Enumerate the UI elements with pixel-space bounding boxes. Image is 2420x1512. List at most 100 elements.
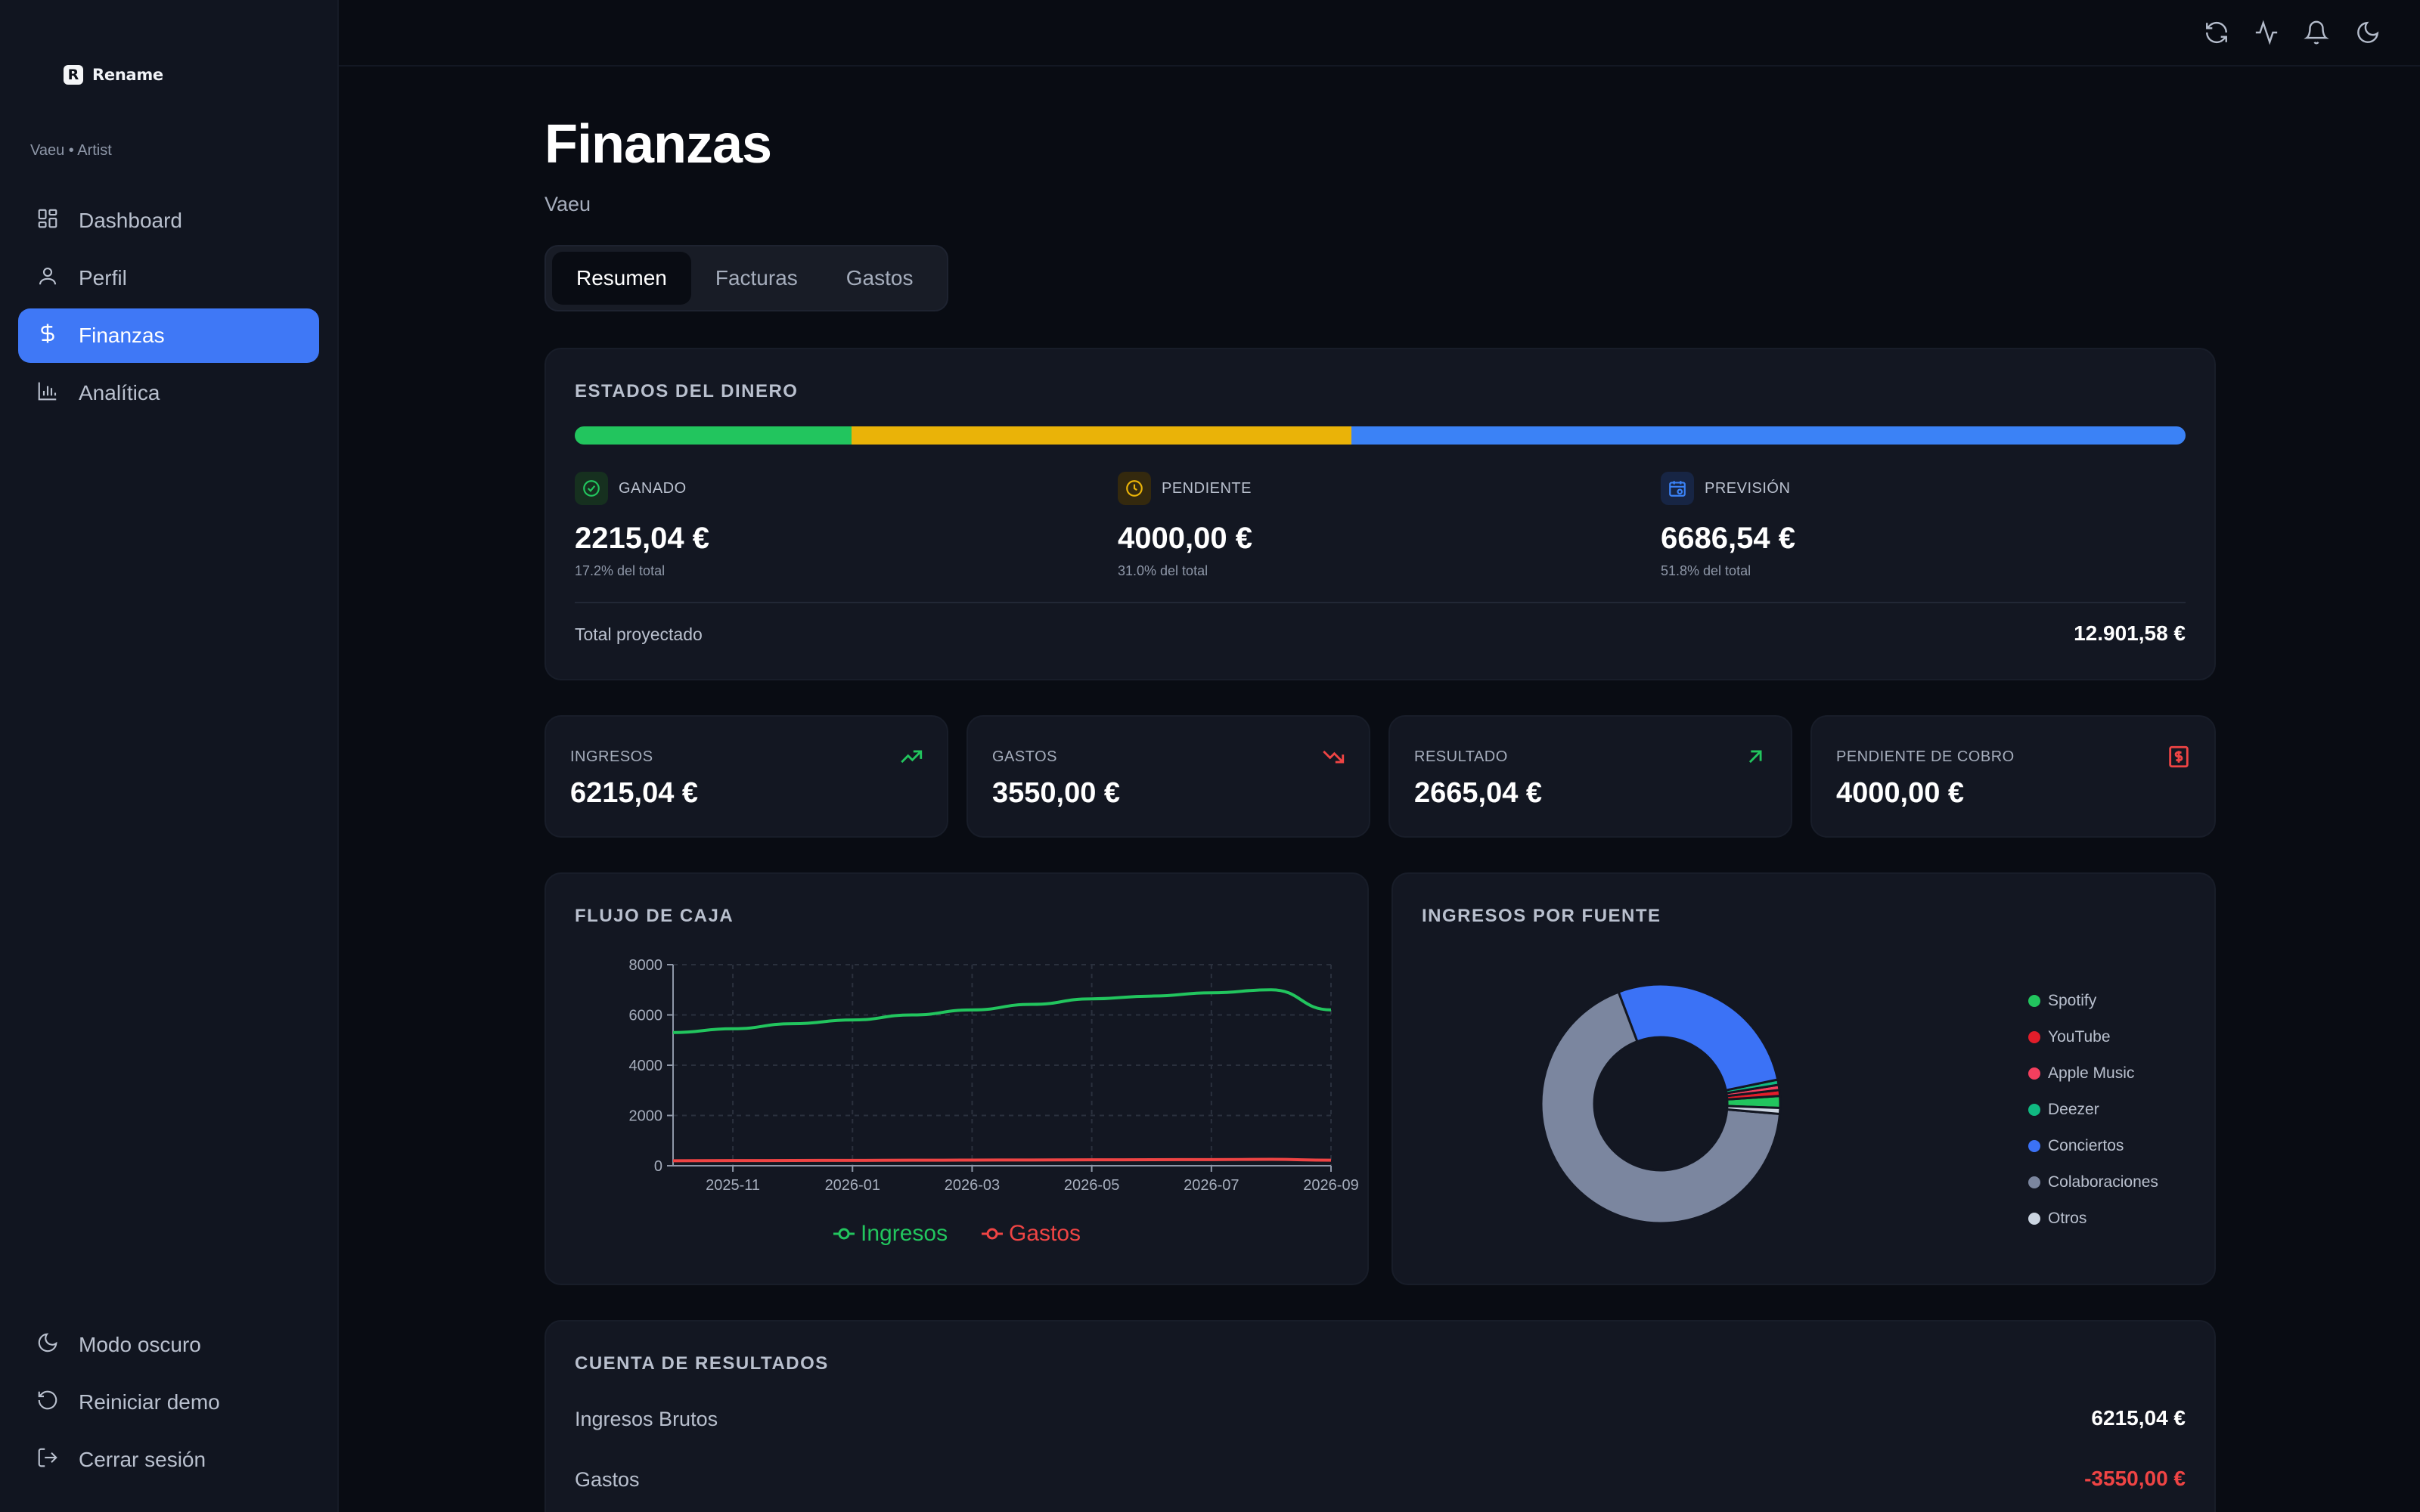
results-row-label: Gastos (575, 1468, 640, 1491)
state-share: 17.2% del total (575, 563, 666, 578)
reset-demo-button[interactable]: Reiniciar demo (18, 1375, 319, 1430)
legend-label: Otros (2048, 1210, 2087, 1227)
cashflow-card: FLUJO DE CAJA 0 2000 4000 6000 8000 2025-11 20… (544, 872, 1369, 1285)
legend-label: Spotify (2048, 992, 2097, 1009)
donut-slice-colaboraciones (1540, 990, 1782, 1225)
money-states-card: ESTADOS DEL DINERO GANADO 2215,04 € 17.2… (544, 348, 2216, 680)
card-title: INGRESOS POR FUENTE (1422, 906, 1661, 926)
activity-icon[interactable] (2254, 20, 2279, 45)
metric-label: PENDIENTE DE COBRO (1836, 748, 2015, 765)
dollar-icon (36, 322, 59, 350)
x-tick-label: 2025-11 (706, 1177, 760, 1194)
calendar-icon (1661, 472, 1694, 505)
x-tick-label: 2026-07 (1184, 1177, 1239, 1194)
app-logo[interactable]: R Rename (64, 65, 163, 85)
state-share: 31.0% del total (1118, 563, 1208, 578)
moon-icon (36, 1331, 59, 1359)
legend-item: Otros (2028, 1201, 2158, 1237)
legend-label: Gastos (1009, 1221, 1081, 1246)
bar-chart-icon (36, 380, 59, 407)
divider (575, 602, 2186, 603)
x-tick-label: 2026-03 (945, 1177, 1000, 1194)
dashboard-icon (36, 207, 59, 235)
sidebar-item-label: Finanzas (79, 324, 165, 347)
sidebar: R Rename Vaeu • Artist Dashboard Perfil … (0, 0, 339, 1512)
legend-label: Colaboraciones (2048, 1173, 2158, 1191)
dark-mode-label: Modo oscuro (79, 1333, 201, 1356)
user-role-label: Vaeu • Artist (30, 142, 112, 159)
sidebar-item-label: Dashboard (79, 209, 182, 232)
donut-slice-conciertos (1617, 983, 1779, 1092)
results-row-label: Ingresos Brutos (575, 1408, 718, 1430)
card-title: ESTADOS DEL DINERO (575, 381, 799, 401)
state-label: PREVISIÓN (1705, 479, 1791, 497)
logout-button[interactable]: Cerrar sesión (18, 1433, 319, 1487)
metric-label: GASTOS (992, 748, 1057, 765)
state-value: 4000,00 € (1118, 522, 1252, 555)
legend-label: YouTube (2048, 1028, 2111, 1046)
legend-item: Apple Music (2028, 1055, 2158, 1092)
sidebar-item-dashboard[interactable]: Dashboard (18, 194, 319, 248)
sidebar-item-label: Perfil (79, 266, 127, 290)
sidebar-footer: Modo oscuro Reiniciar demo Cerrar sesión (18, 1318, 319, 1490)
receipt-icon (2166, 744, 2192, 770)
results-row-value: -3550,00 € (2084, 1467, 2186, 1490)
legend-dot (2028, 1176, 2040, 1188)
legend-dot (2028, 1104, 2040, 1116)
logo-text: Rename (92, 66, 163, 84)
total-projected-value: 12.901,58 € (2074, 621, 2186, 645)
refresh-icon[interactable] (2204, 20, 2229, 45)
clock-icon (1118, 472, 1151, 505)
legend-dot (2028, 995, 2040, 1007)
arrow-up-right-icon (1742, 744, 1768, 770)
sidebar-item-finanzas[interactable]: Finanzas (18, 308, 319, 363)
donut-slice-otros (1726, 1105, 1782, 1116)
results-row-value: 6215,04 € (2091, 1406, 2186, 1430)
metric-card-ingresos: INGRESOS 6215,04 € (544, 715, 948, 838)
legend-marker (838, 1228, 850, 1240)
y-tick-label: 2000 (629, 1108, 663, 1125)
state-prevision: PREVISIÓN 6686,54 € 51.8% del total (1661, 472, 1795, 579)
cashflow-chart: 0 2000 4000 6000 8000 2025-11 2026-01 2026-03 20… (629, 957, 1359, 1246)
legend-dot (2028, 1213, 2040, 1225)
metric-value: 3550,00 € (992, 777, 1121, 809)
page-subtitle: Vaeu (544, 193, 591, 215)
legend-label: Conciertos (2048, 1137, 2124, 1154)
tab-gastos[interactable]: Gastos (845, 266, 914, 290)
results-card: CUENTA DE RESULTADOS Ingresos Brutos 621… (544, 1320, 2216, 1512)
dark-mode-button[interactable]: Modo oscuro (18, 1318, 319, 1372)
y-tick-label: 0 (654, 1158, 662, 1175)
card-title: FLUJO DE CAJA (575, 906, 734, 926)
metric-label: RESULTADO (1414, 748, 1508, 765)
legend-dot (2028, 1031, 2040, 1043)
x-tick-label: 2026-05 (1064, 1177, 1119, 1194)
bell-icon[interactable] (2304, 20, 2329, 45)
state-pendiente: PENDIENTE 4000,00 € 31.0% del total (1118, 472, 1252, 579)
sidebar-item-perfil[interactable]: Perfil (18, 251, 319, 305)
page-title: Finanzas (544, 114, 772, 175)
reset-icon (36, 1389, 59, 1417)
check-circle-icon (575, 472, 608, 505)
x-tick-label: 2026-01 (825, 1177, 880, 1194)
progress-segment-pendiente (852, 426, 1351, 445)
x-tick-label: 2026-09 (1303, 1177, 1358, 1194)
state-ganado: GANADO 2215,04 € 17.2% del total (575, 472, 709, 579)
sidebar-nav: Dashboard Perfil Finanzas Analítica (18, 194, 319, 423)
moon-icon[interactable] (2355, 20, 2381, 45)
tab-facturas[interactable]: Facturas (715, 266, 798, 290)
sidebar-item-analitica[interactable]: Analítica (18, 366, 319, 420)
trending-down-icon (1320, 744, 1346, 770)
legend-item: YouTube (2028, 1019, 2158, 1055)
card-title: CUENTA DE RESULTADOS (575, 1353, 829, 1374)
legend-label: Ingresos (861, 1221, 948, 1246)
metric-card-pendiente-cobro: PENDIENTE DE COBRO 4000,00 € (1810, 715, 2216, 838)
income-legend: Spotify YouTube Apple Music Deezer Conci… (2028, 983, 2158, 1237)
legend-marker (986, 1228, 998, 1240)
tab-resumen[interactable]: Resumen (552, 252, 691, 305)
legend-dot (2028, 1067, 2040, 1080)
metric-value: 6215,04 € (570, 777, 699, 809)
legend-item: Conciertos (2028, 1128, 2158, 1164)
state-value: 6686,54 € (1661, 522, 1795, 555)
y-tick-label: 8000 (629, 957, 663, 974)
legend-item: Spotify (2028, 983, 2158, 1019)
